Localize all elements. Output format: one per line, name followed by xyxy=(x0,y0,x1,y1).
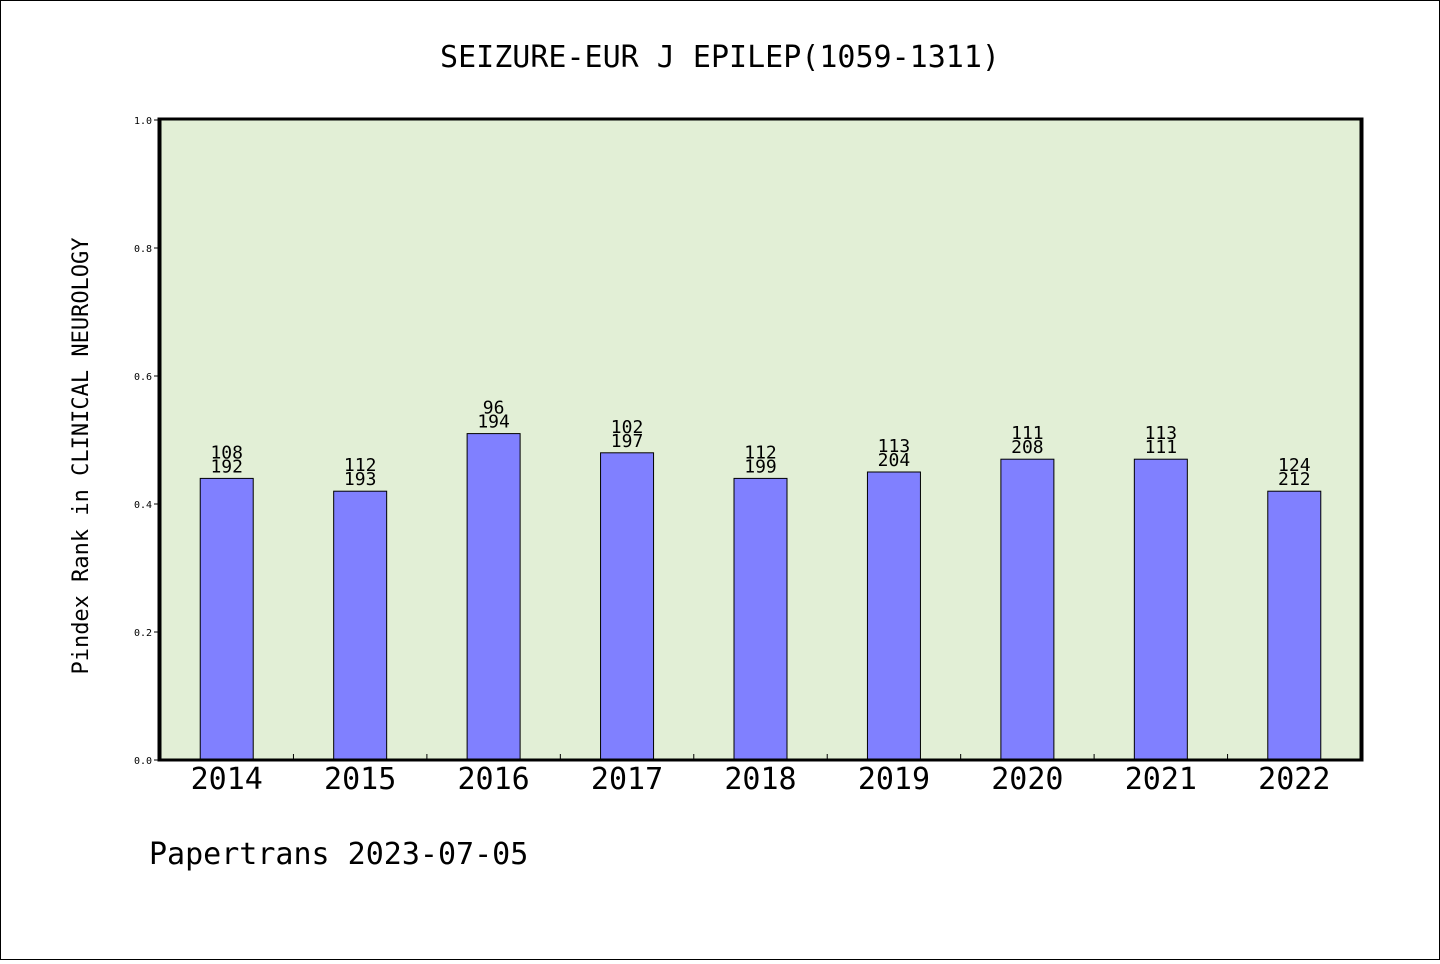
footer-text: Papertrans 2023-07-05 xyxy=(149,837,528,872)
bar-label-top: 113 xyxy=(878,436,911,457)
chart-title: SEIZURE-EUR J EPILEP(1059-1311) xyxy=(440,40,1000,75)
bar-label-bottom: 199 xyxy=(744,456,777,477)
bar-2021 xyxy=(1133,458,1188,761)
bar-2014 xyxy=(199,477,254,761)
x-tick-label: 2020 xyxy=(991,762,1063,797)
bar-label-top: 96 xyxy=(483,398,505,419)
bar-2016 xyxy=(466,433,521,761)
y-tick-label: 0.4 xyxy=(134,500,152,511)
y-tick-label: 0.8 xyxy=(134,244,152,255)
x-tick-label: 2015 xyxy=(324,762,396,797)
bar-2019 xyxy=(866,471,921,761)
bar-label-top: 113 xyxy=(1145,423,1178,444)
bars xyxy=(199,433,1322,761)
bar-label-top: 112 xyxy=(344,455,377,476)
bar-label-bottom: 111 xyxy=(1145,437,1178,458)
bar-label-bottom: 204 xyxy=(878,450,911,471)
x-tick-label: 2021 xyxy=(1125,762,1197,797)
bar-label-bottom: 192 xyxy=(210,456,243,477)
bar-label-bottom: 208 xyxy=(1011,437,1044,458)
x-tick-label: 2022 xyxy=(1258,762,1330,797)
bar-label-top: 108 xyxy=(210,442,243,463)
bar-2020 xyxy=(1000,458,1055,761)
x-tick-label: 2017 xyxy=(591,762,663,797)
y-axis: 0.0 0.2 0.4 0.6 0.8 1.0 xyxy=(134,116,160,767)
bar-2022 xyxy=(1267,490,1322,761)
bar-label-bottom: 193 xyxy=(344,469,377,490)
x-tick-label: 2016 xyxy=(457,762,529,797)
bar-label-bottom: 194 xyxy=(477,412,510,433)
bar-2018 xyxy=(733,477,788,761)
bar-label-top: 112 xyxy=(744,442,777,463)
bar-label-top: 102 xyxy=(611,417,644,438)
y-tick-label: 1.0 xyxy=(134,116,152,127)
bar-label-top: 124 xyxy=(1278,455,1311,476)
x-axis: 2014 2015 2016 2017 2018 2019 2020 2021 2022 xyxy=(191,754,1330,797)
y-tick-label: 0.6 xyxy=(134,372,152,383)
bar-label-top: 111 xyxy=(1011,423,1044,444)
x-tick-label: 2014 xyxy=(191,762,263,797)
bar-label-bottom: 197 xyxy=(611,431,644,452)
bar-2015 xyxy=(333,490,388,761)
bar-label-bottom: 212 xyxy=(1278,469,1311,490)
y-tick-label: 0.0 xyxy=(134,756,152,767)
bar-2017 xyxy=(600,452,655,761)
y-tick-label: 0.2 xyxy=(134,628,152,639)
plot-border xyxy=(157,117,1364,762)
x-tick-label: 2019 xyxy=(858,762,930,797)
x-tick-label: 2018 xyxy=(724,762,796,797)
y-axis-label: Pindex Rank in CLINICAL NEUROLOGY xyxy=(69,237,94,674)
